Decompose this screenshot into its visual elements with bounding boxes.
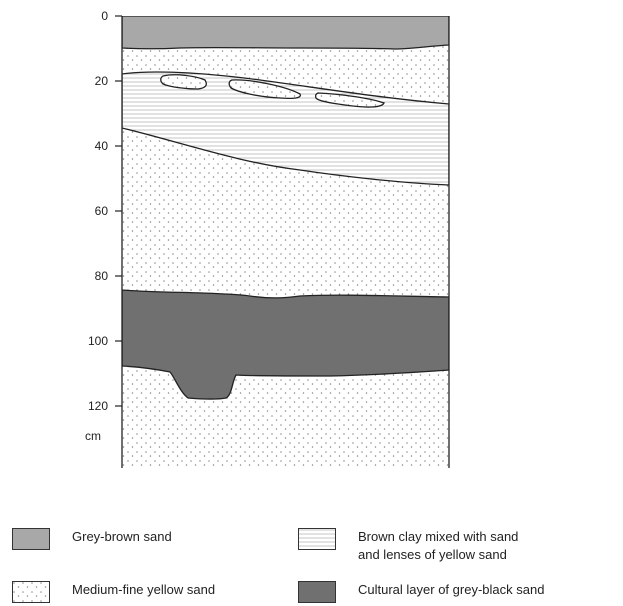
depth-tick-label: 80: [95, 269, 109, 283]
depth-unit-label: cm: [85, 429, 101, 443]
yellow-sand-swatch: [12, 581, 50, 603]
cultural-layer: [122, 289, 449, 400]
depth-axis: 0 20 40 60 80 100 120: [88, 9, 122, 413]
depth-tick-label: 100: [88, 334, 108, 348]
legend-label: Cultural layer of grey-black sand: [358, 582, 545, 597]
legend-label: Brown clay mixed with sand and lenses of…: [358, 529, 519, 562]
depth-tick-label: 120: [88, 399, 108, 413]
legend-grey-brown-sand: Grey-brown sand: [12, 528, 172, 550]
legend-label: Grey-brown sand: [72, 529, 172, 544]
grey-brown-sand-swatch: [12, 528, 50, 550]
legend-brown-clay: Brown clay mixed with sand and lenses of…: [298, 528, 518, 564]
cultural-layer-swatch: [298, 581, 336, 603]
legend-cultural-layer: Cultural layer of grey-black sand: [298, 581, 544, 603]
depth-tick-label: 0: [101, 9, 108, 23]
legend-label: Medium-fine yellow sand: [72, 582, 216, 597]
legend-yellow-sand: Medium-fine yellow sand: [12, 581, 215, 603]
sand-lens-3: [314, 92, 385, 108]
brown-clay-swatch: [298, 528, 336, 550]
depth-tick-label: 20: [95, 74, 109, 88]
depth-tick-label: 40: [95, 139, 109, 153]
sand-lens-1: [160, 74, 207, 90]
sand-lens-2: [228, 79, 301, 100]
depth-tick-label: 60: [95, 204, 109, 218]
grey-brown-sand-layer: [122, 16, 449, 50]
